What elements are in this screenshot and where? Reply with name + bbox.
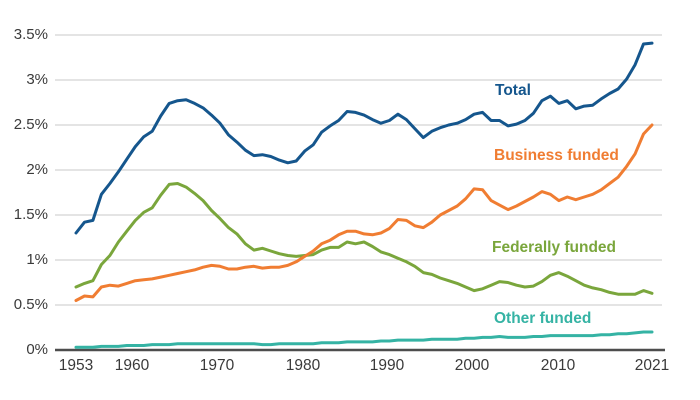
- x-tick-label: 1990: [369, 357, 405, 374]
- y-tick-label: 3%: [26, 71, 48, 88]
- y-tick-label: 2.5%: [13, 116, 48, 133]
- x-tick-label: 1960: [114, 357, 150, 374]
- series-label-federally-funded: Federally funded: [492, 239, 617, 256]
- x-tick-label: 1970: [199, 357, 235, 374]
- y-tick-label: 1.5%: [13, 206, 48, 223]
- series-label-other-funded: Other funded: [494, 310, 592, 327]
- y-tick-label: 0%: [26, 341, 48, 358]
- x-tick-label: 1953: [58, 357, 94, 374]
- x-tick-label: 2021: [634, 357, 670, 374]
- x-tick-label: 2010: [540, 357, 576, 374]
- y-tick-label: 1%: [26, 251, 48, 268]
- y-tick-label: 0.5%: [13, 296, 48, 313]
- series-label-total: Total: [495, 82, 531, 99]
- other-funded-line: [74, 330, 654, 349]
- total-line: [74, 41, 654, 235]
- federally-funded-line: [74, 182, 654, 296]
- x-tick-label: 1980: [285, 357, 321, 374]
- business-funded-line: [74, 123, 654, 302]
- y-tick-label: 2%: [26, 161, 48, 178]
- y-tick-label: 3.5%: [13, 26, 48, 43]
- series-label-business-funded: Business funded: [494, 147, 619, 164]
- x-tick-label: 2000: [454, 357, 490, 374]
